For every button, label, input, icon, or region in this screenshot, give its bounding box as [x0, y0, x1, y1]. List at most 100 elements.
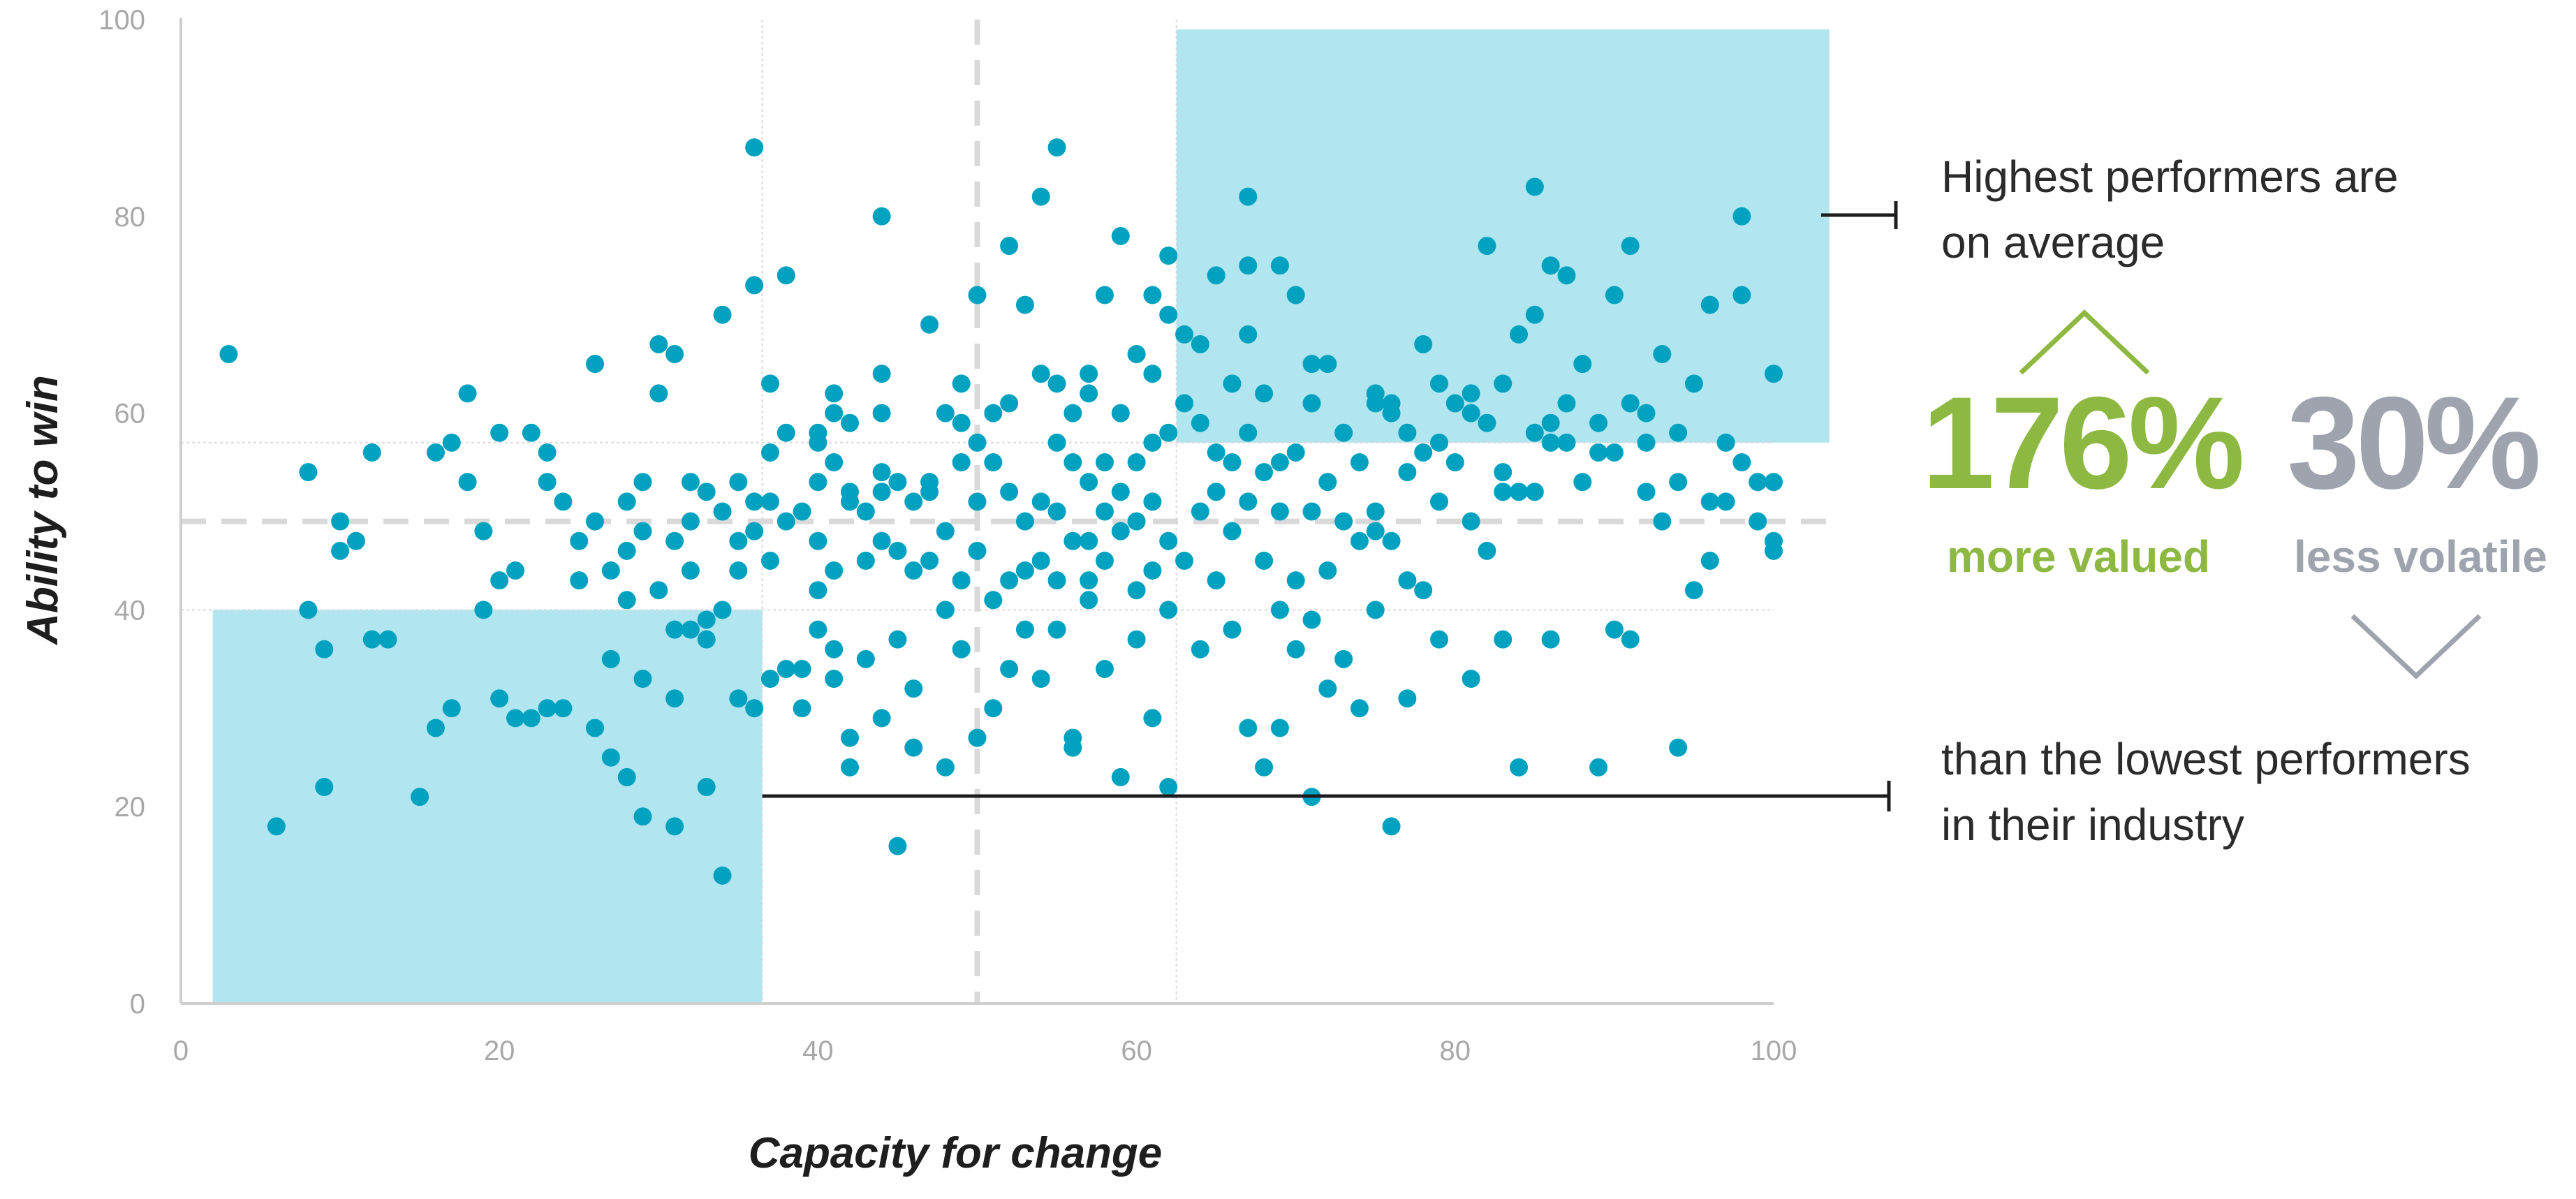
data-point — [713, 502, 732, 521]
data-point — [888, 837, 907, 855]
data-point — [1000, 571, 1019, 590]
data-point — [1063, 404, 1082, 422]
data-point — [1127, 345, 1146, 364]
data-point — [1080, 473, 1098, 492]
data-point — [952, 374, 971, 393]
x-tick-label: 100 — [1751, 1036, 1797, 1066]
data-point — [1573, 355, 1592, 374]
data-point — [1047, 138, 1066, 157]
data-point — [1318, 355, 1337, 374]
data-point — [1031, 551, 1050, 570]
data-point — [1302, 502, 1321, 521]
data-point — [1047, 374, 1066, 393]
data-point — [841, 758, 860, 777]
data-point — [1080, 531, 1098, 550]
y-tick-label: 20 — [115, 792, 146, 823]
data-point — [952, 453, 971, 472]
data-point — [841, 483, 860, 501]
data-point — [1286, 640, 1305, 659]
data-point — [1494, 463, 1513, 482]
data-point — [1462, 670, 1480, 689]
data-point — [1462, 404, 1480, 422]
data-point — [1716, 433, 1735, 452]
data-point — [777, 659, 795, 678]
data-point — [1015, 512, 1034, 531]
data-point — [1127, 512, 1146, 531]
data-point — [617, 492, 636, 511]
data-point — [315, 778, 334, 797]
data-point — [601, 561, 620, 580]
data-point — [1398, 571, 1417, 590]
data-point — [936, 601, 955, 619]
data-point — [1080, 365, 1098, 383]
data-point — [1589, 413, 1608, 432]
data-point — [1127, 581, 1146, 600]
data-point — [378, 630, 397, 649]
data-point — [665, 817, 684, 836]
data-point — [1414, 443, 1433, 462]
data-point — [1047, 620, 1066, 639]
data-point — [1111, 522, 1130, 540]
data-point — [411, 788, 429, 807]
highlight-region-bottom — [212, 610, 763, 1003]
data-point — [968, 541, 987, 560]
data-point — [904, 492, 923, 511]
data-point — [1541, 433, 1560, 452]
data-point — [809, 473, 827, 492]
data-point — [713, 305, 732, 324]
data-point — [760, 551, 779, 570]
data-point — [1111, 404, 1130, 422]
data-point — [713, 601, 732, 619]
data-point — [362, 443, 381, 462]
x-tick-label: 0 — [173, 1036, 189, 1066]
data-point — [633, 807, 652, 826]
data-point — [1557, 394, 1576, 413]
data-point — [617, 541, 636, 560]
y-tick-label: 100 — [98, 5, 145, 36]
data-point — [617, 767, 636, 786]
data-point — [1478, 541, 1496, 560]
data-point — [538, 699, 557, 718]
data-point — [888, 473, 907, 492]
data-point — [1000, 237, 1019, 256]
data-point — [1382, 394, 1401, 413]
data-point — [1143, 286, 1162, 304]
data-point — [1270, 719, 1289, 737]
data-point — [1286, 286, 1305, 304]
data-point — [872, 207, 891, 226]
x-tick-label: 80 — [1440, 1036, 1471, 1066]
data-point — [1223, 522, 1242, 540]
data-point — [1525, 423, 1544, 442]
data-point — [633, 670, 652, 689]
data-point — [1732, 453, 1751, 472]
data-point — [633, 473, 652, 492]
data-point — [745, 522, 764, 540]
data-point — [1143, 365, 1162, 383]
down-chevron-icon — [2350, 614, 2482, 679]
data-point — [856, 551, 875, 570]
data-point — [952, 640, 971, 659]
data-point — [1143, 709, 1162, 728]
data-point — [1270, 453, 1289, 472]
data-point — [665, 345, 684, 364]
data-point — [1541, 630, 1560, 649]
data-point — [1605, 286, 1624, 304]
data-point — [1063, 738, 1082, 757]
data-point — [633, 522, 652, 540]
data-point — [841, 413, 860, 432]
highlight-region-top — [1176, 29, 1830, 443]
data-point — [1239, 719, 1258, 737]
data-point — [793, 502, 811, 521]
data-point — [681, 473, 700, 492]
data-point — [1191, 502, 1209, 521]
data-point — [760, 492, 779, 511]
data-point — [1334, 512, 1353, 531]
data-point — [1716, 492, 1735, 511]
data-point — [1700, 551, 1719, 570]
data-point — [936, 404, 955, 422]
x-tick-label: 20 — [484, 1036, 515, 1066]
data-point — [1191, 413, 1209, 432]
data-point — [1510, 758, 1529, 777]
data-point — [760, 374, 779, 393]
data-point — [1191, 640, 1209, 659]
